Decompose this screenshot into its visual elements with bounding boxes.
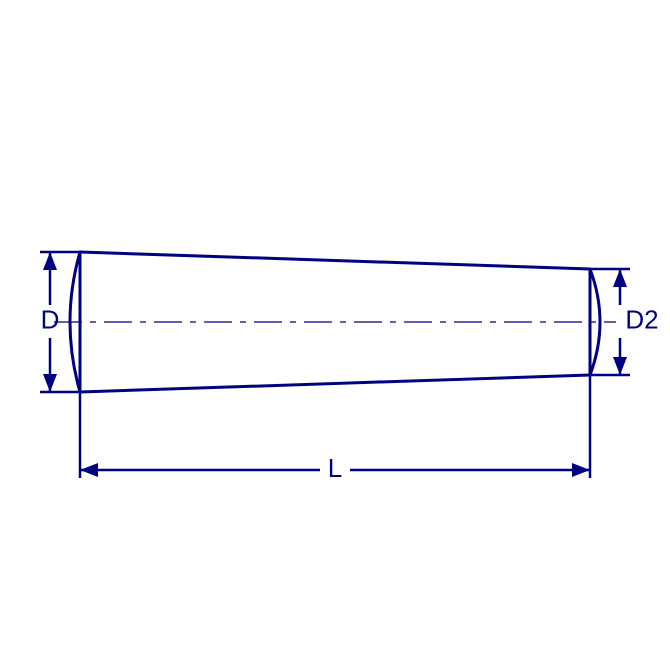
label-l: L: [328, 453, 342, 483]
taper-pin-diagram: D D2 L: [0, 0, 670, 670]
label-d: D: [41, 304, 60, 334]
label-d2: D2: [625, 304, 658, 334]
